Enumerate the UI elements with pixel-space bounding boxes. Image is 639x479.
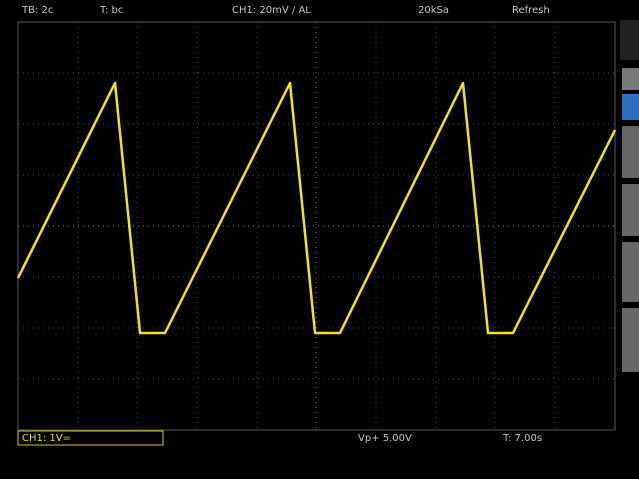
sample-rate: 20kSa xyxy=(418,5,449,16)
channel-info: CH1: 20mV / AL xyxy=(232,5,311,16)
background xyxy=(0,0,639,479)
oscilloscope-screen: TB: 2c T: bc CH1: 20mV / AL 20kSa Refres… xyxy=(0,0,639,479)
acquisition-mode: Refresh xyxy=(512,5,550,16)
trigger: T: bc xyxy=(99,5,123,16)
measurement: Vp+ 5.00V xyxy=(358,433,412,444)
menu-button[interactable] xyxy=(620,20,639,60)
menu-button-active[interactable] xyxy=(622,94,639,120)
menu-button[interactable] xyxy=(622,184,639,236)
side-menu xyxy=(620,20,639,372)
menu-button[interactable] xyxy=(622,308,639,372)
time-measurement: T: 7.00s xyxy=(502,433,542,444)
menu-button[interactable] xyxy=(622,242,639,302)
menu-button[interactable] xyxy=(622,126,639,178)
channel-scale: CH1: 1V= xyxy=(22,433,71,444)
timebase: TB: 2c xyxy=(21,5,53,16)
menu-button[interactable] xyxy=(622,68,639,90)
page: TB: 2c T: bc CH1: 20mV / AL 20kSa Refres… xyxy=(0,0,639,479)
